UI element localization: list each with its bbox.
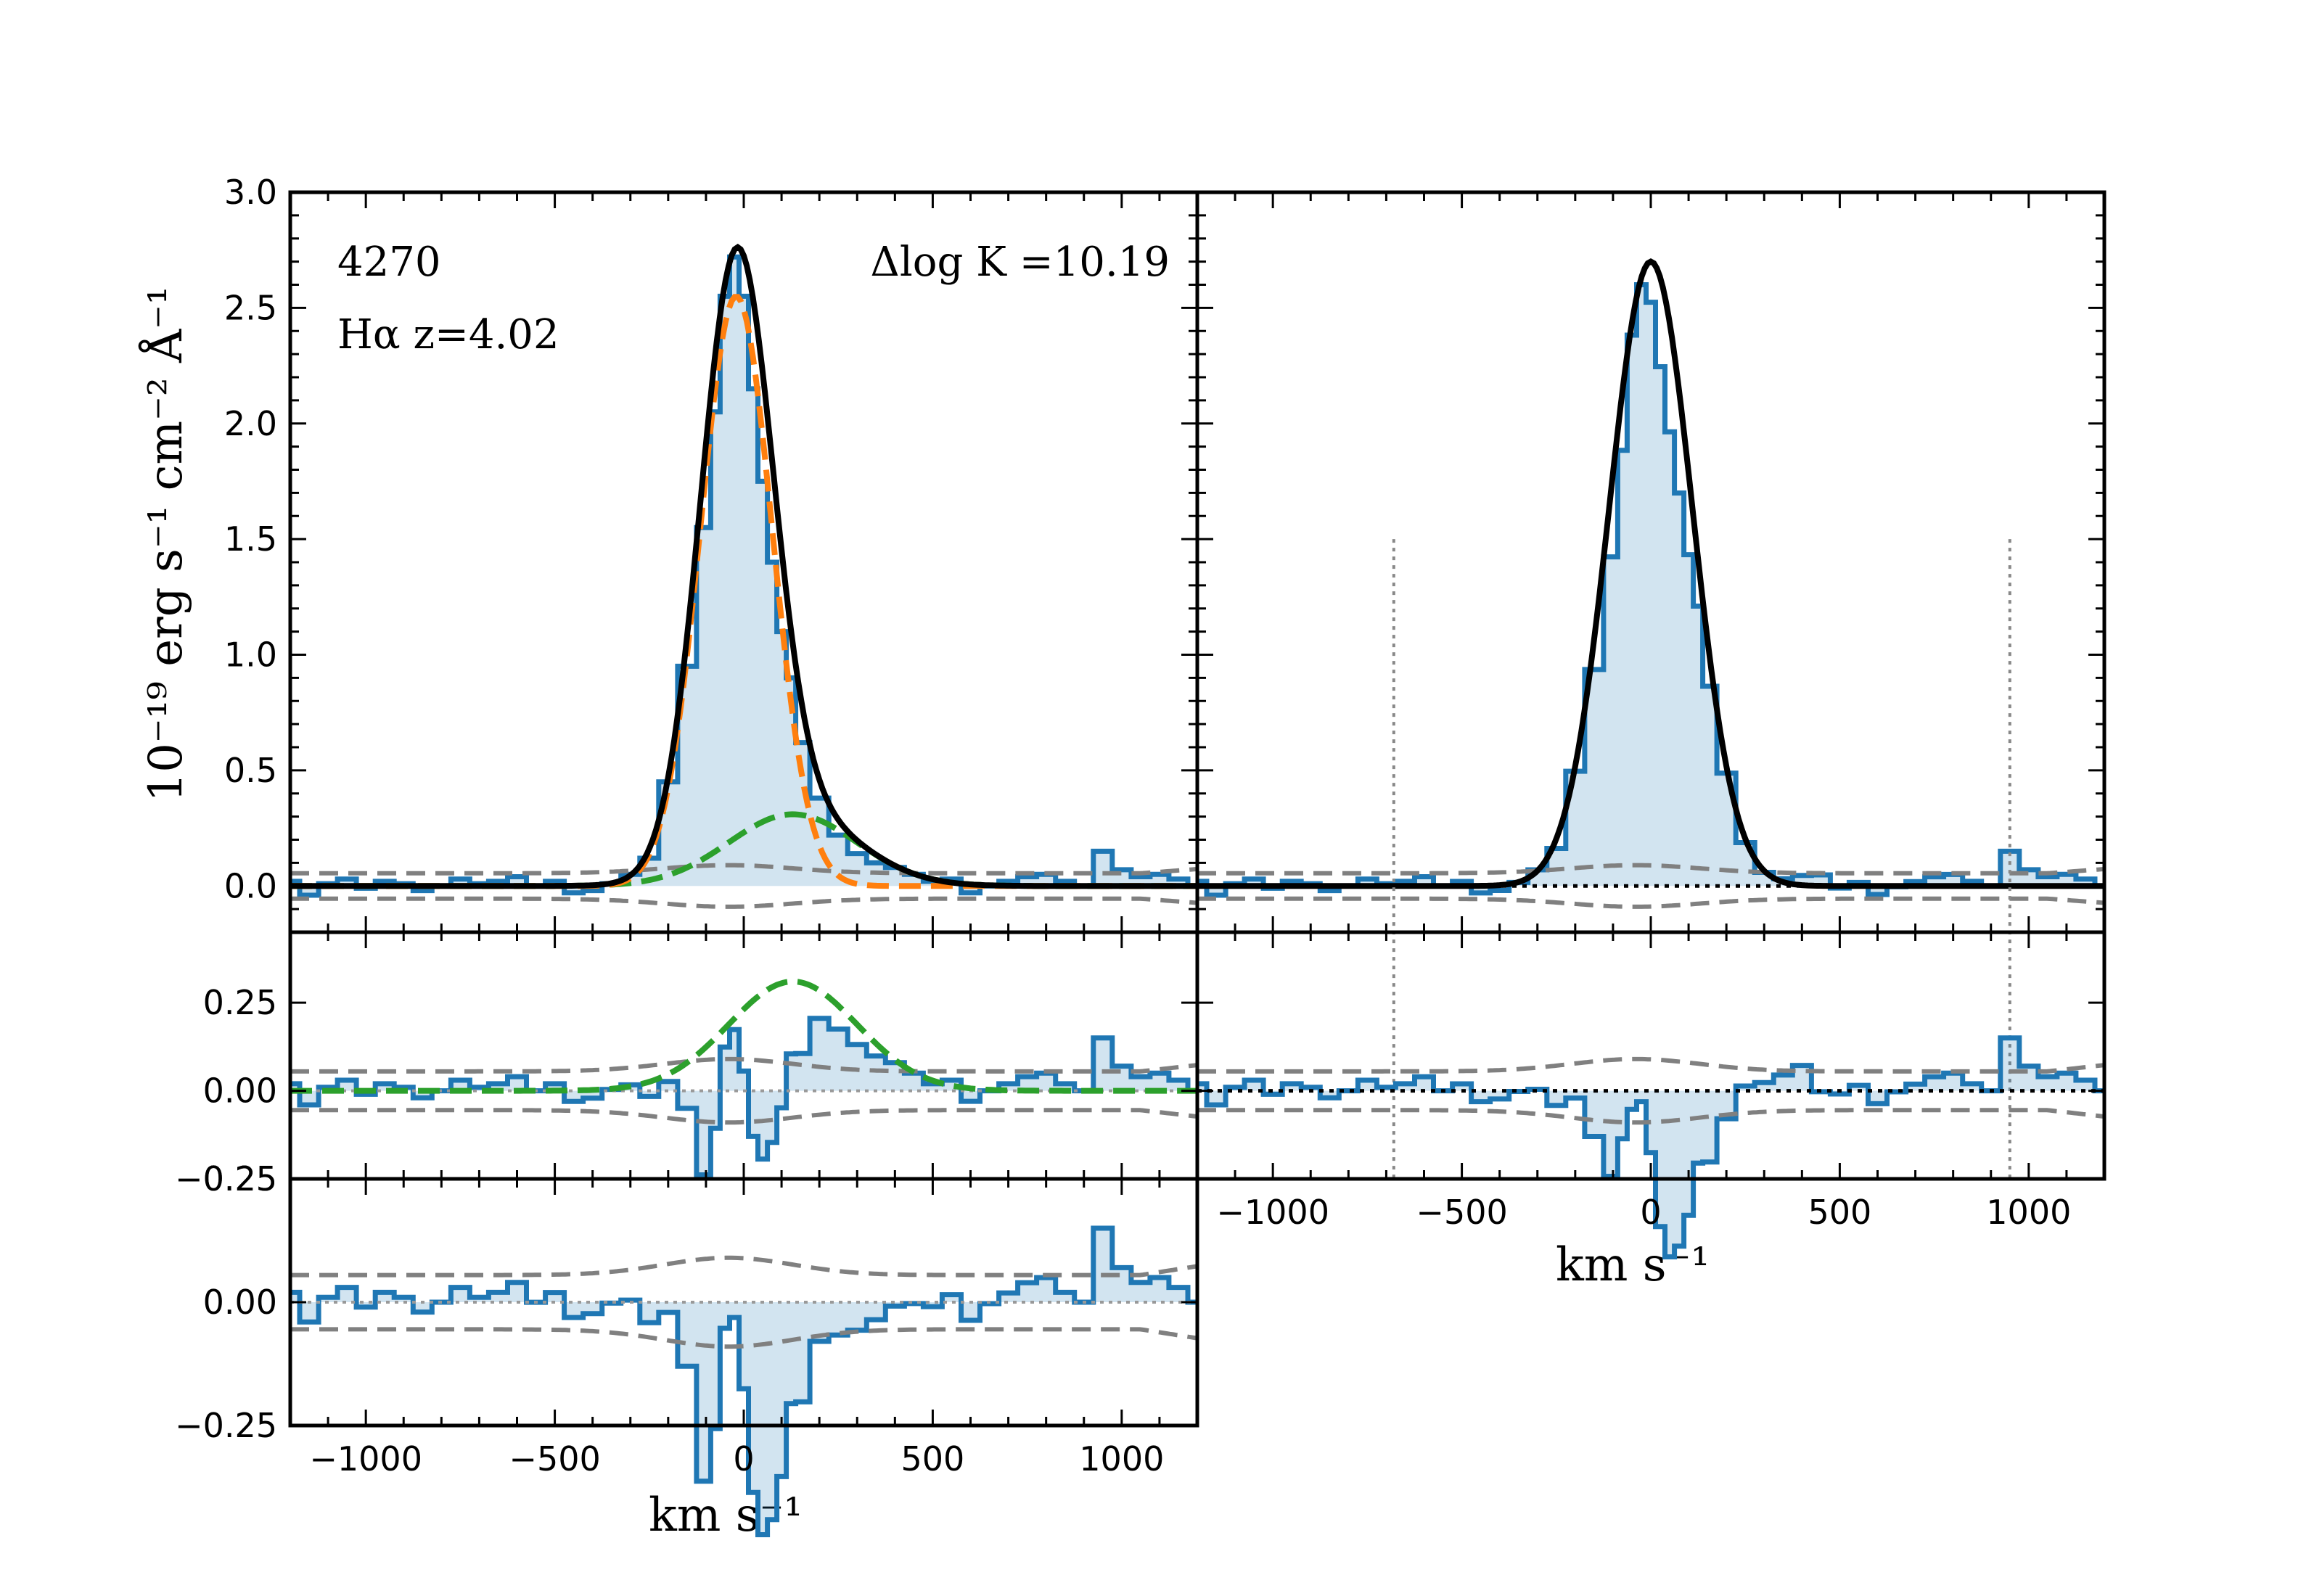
mr-panel-frame-xtick-label: −500: [1416, 1193, 1507, 1232]
mr-data-step: [1197, 1035, 2104, 1259]
bl-error-upper: [290, 1255, 1198, 1278]
ml-panel-frame-ytick-label: −0.25: [175, 1159, 277, 1198]
bl-data-step-fill: [290, 1228, 1197, 1535]
tr-data-step-fill: [1197, 284, 2104, 895]
tl-error-upper: [290, 863, 1198, 876]
bl-panel-frame-xtick-label: 500: [901, 1439, 965, 1478]
tl-data-step: [290, 254, 1197, 898]
mr-panel-frame-xtick-label: −1000: [1216, 1193, 1329, 1232]
tr-data-step: [1197, 282, 2104, 898]
mr-panel-frame-xtick-label: 0: [1640, 1193, 1661, 1232]
tl-panel-frame-ytick-label: 2.5: [224, 288, 277, 327]
bl-panel-frame-xtick-label: 1000: [1079, 1439, 1164, 1478]
ml-panel-frame-ytick-label: 0.00: [203, 1071, 277, 1111]
bl-data-step: [290, 1225, 1197, 1537]
tl-broad-component: [290, 811, 1197, 889]
plot-layer: 0.00.51.01.52.02.53.0−0.250.000.25−1000−…: [175, 173, 2106, 1537]
tl-panel-frame-ytick-label: 3.0: [224, 173, 277, 212]
ml-broad-component: [290, 978, 1197, 1094]
tr-error-upper: [1197, 863, 2105, 876]
bl-panel-frame-xtick-label: −1000: [309, 1439, 422, 1478]
tl-panel-frame-ytick-label: 1.0: [224, 635, 277, 675]
mr-data-step-fill: [1197, 1037, 2104, 1257]
bl-panel-frame-ytick-label: 0.25: [203, 1159, 277, 1198]
tr-error-lower: [1197, 896, 2105, 909]
ml-data-step: [290, 1016, 1197, 1177]
bl-panel-frame-xtick-label: −500: [509, 1439, 600, 1478]
tl-panel-frame-ytick-label: 0.0: [224, 866, 277, 905]
mr-panel-frame-xtick-label: 500: [1808, 1193, 1872, 1232]
x-axis-label-left: km s⁻¹: [649, 1489, 803, 1542]
tl-total-model: [290, 243, 1197, 889]
mr-error-lower: [1197, 1108, 2105, 1125]
tl-data-step-fill: [290, 257, 1197, 895]
ml-error-upper: [290, 1056, 1198, 1074]
bl-panel-frame-ytick-label: 0.00: [203, 1283, 277, 1322]
tl-panel-frame-ytick-label: 2.0: [224, 404, 277, 443]
line-label: Hα z=4.02: [337, 311, 559, 358]
mr-error-upper: [1197, 1056, 2105, 1074]
bl-panel-frame-ytick-label: −0.25: [175, 1406, 277, 1445]
ml-panel-frame-ytick-label: 0.25: [203, 983, 277, 1022]
bl-error-lower: [290, 1327, 1198, 1349]
tl-error-lower: [290, 896, 1198, 909]
object-id-label: 4270: [337, 239, 441, 286]
mr-panel-frame-xtick-label: 1000: [1986, 1193, 2071, 1232]
y-axis-label: 10⁻¹⁹ erg s⁻¹ cm⁻² Å⁻¹: [139, 286, 193, 802]
x-axis-label-right: km s⁻¹: [1556, 1238, 1710, 1292]
tl-panel-frame-ytick-label: 0.5: [224, 751, 277, 790]
ml-error-lower: [290, 1108, 1198, 1125]
ml-panel-frame: [288, 930, 1199, 1181]
bl-panel-frame-xtick-label: 0: [733, 1439, 754, 1478]
tl-panel-frame-ytick-label: 1.5: [224, 519, 277, 559]
delta-logk-label: Δlog K =10.19: [870, 239, 1170, 286]
